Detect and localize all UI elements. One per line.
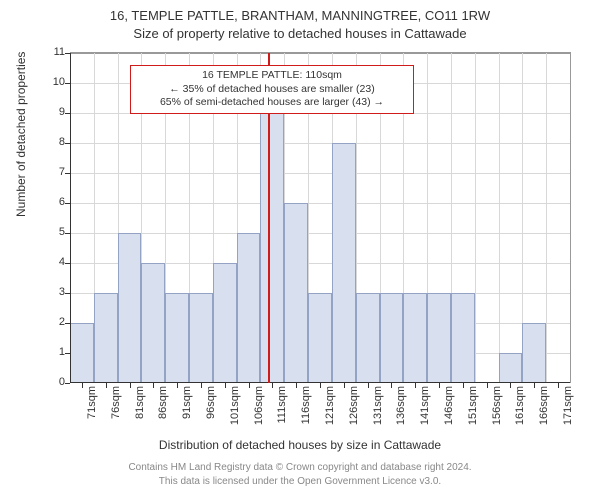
chart-title-line1: 16, TEMPLE PATTLE, BRANTHAM, MANNINGTREE… [0, 8, 600, 23]
x-tick-mark [439, 383, 440, 388]
bar [284, 203, 308, 383]
bar [189, 293, 213, 383]
bar [451, 293, 475, 383]
x-tick-mark [415, 383, 416, 388]
x-tick-mark [510, 383, 511, 388]
x-tick-label: 81sqm [134, 386, 146, 419]
y-tick-label: 6 [35, 196, 65, 208]
gridline-h [70, 173, 570, 174]
x-tick-label: 156sqm [491, 386, 503, 425]
y-tick-label: 4 [35, 256, 65, 268]
x-tick-label: 151sqm [467, 386, 479, 425]
bar [237, 233, 261, 383]
bar [332, 143, 356, 383]
gridline-h [70, 143, 570, 144]
bar [403, 293, 427, 383]
y-tick-label: 8 [35, 136, 65, 148]
gridline-h [70, 203, 570, 204]
bar [499, 353, 523, 383]
y-tick-label: 11 [35, 46, 65, 58]
x-tick-label: 91sqm [181, 386, 193, 419]
x-tick-label: 121sqm [324, 386, 336, 425]
bar [94, 293, 118, 383]
x-tick-label: 166sqm [538, 386, 550, 425]
x-tick-mark [558, 383, 559, 388]
x-tick-mark [82, 383, 83, 388]
x-tick-label: 116sqm [300, 386, 312, 424]
y-tick-label: 7 [35, 166, 65, 178]
x-tick-mark [153, 383, 154, 388]
gridline-v [546, 53, 547, 383]
x-axis-line [70, 382, 570, 383]
x-tick-label: 76sqm [110, 386, 122, 419]
x-tick-mark [296, 383, 297, 388]
x-tick-mark [463, 383, 464, 388]
x-tick-mark [249, 383, 250, 388]
x-tick-mark [201, 383, 202, 388]
x-tick-mark [487, 383, 488, 388]
bar [141, 263, 165, 383]
x-tick-label: 106sqm [253, 386, 265, 425]
y-tick-mark [65, 383, 70, 384]
bar [165, 293, 189, 383]
bar [260, 113, 284, 383]
x-tick-label: 96sqm [205, 386, 217, 419]
y-tick-label: 2 [35, 316, 65, 328]
x-tick-label: 111sqm [276, 386, 288, 424]
chart-container: 16, TEMPLE PATTLE, BRANTHAM, MANNINGTREE… [0, 0, 600, 500]
y-tick-label: 9 [35, 106, 65, 118]
x-tick-mark [344, 383, 345, 388]
annotation-line: ← 35% of detached houses are smaller (23… [137, 83, 407, 97]
annotation-line: 16 TEMPLE PATTLE: 110sqm [137, 69, 407, 83]
x-tick-label: 131sqm [372, 386, 384, 425]
bar [427, 293, 451, 383]
x-tick-label: 86sqm [157, 386, 169, 419]
y-tick-label: 10 [35, 76, 65, 88]
x-tick-label: 161sqm [514, 386, 526, 425]
bar [70, 323, 94, 383]
x-tick-mark [106, 383, 107, 388]
bar [356, 293, 380, 383]
x-tick-label: 71sqm [86, 386, 98, 419]
x-tick-label: 126sqm [348, 386, 360, 425]
x-axis-label: Distribution of detached houses by size … [0, 438, 600, 452]
bar [380, 293, 404, 383]
x-tick-label: 101sqm [229, 386, 241, 425]
x-tick-label: 171sqm [562, 386, 574, 425]
x-tick-label: 146sqm [443, 386, 455, 425]
y-axis-label: Number of detached properties [14, 52, 28, 217]
footer-line1: Contains HM Land Registry data © Crown c… [0, 462, 600, 473]
x-tick-mark [320, 383, 321, 388]
x-tick-mark [391, 383, 392, 388]
x-tick-mark [225, 383, 226, 388]
y-tick-label: 5 [35, 226, 65, 238]
chart-title-line2: Size of property relative to detached ho… [0, 26, 600, 41]
y-tick-label: 1 [35, 346, 65, 358]
bar [213, 263, 237, 383]
footer-line2: This data is licensed under the Open Gov… [0, 476, 600, 487]
bar [308, 293, 332, 383]
gridline-v [499, 53, 500, 383]
gridline-v [475, 53, 476, 383]
y-tick-label: 0 [35, 376, 65, 388]
x-tick-mark [368, 383, 369, 388]
annotation-box: 16 TEMPLE PATTLE: 110sqm← 35% of detache… [130, 65, 414, 114]
x-tick-mark [534, 383, 535, 388]
bar [522, 323, 546, 383]
y-tick-label: 3 [35, 286, 65, 298]
annotation-line: 65% of semi-detached houses are larger (… [137, 96, 407, 110]
x-tick-mark [130, 383, 131, 388]
gridline-h [70, 233, 570, 234]
x-tick-mark [272, 383, 273, 388]
gridline-h [70, 53, 570, 54]
y-axis-line [70, 53, 71, 383]
bar [118, 233, 142, 383]
x-tick-mark [177, 383, 178, 388]
x-tick-label: 141sqm [419, 386, 431, 425]
gridline-v [570, 53, 571, 383]
x-tick-label: 136sqm [395, 386, 407, 425]
